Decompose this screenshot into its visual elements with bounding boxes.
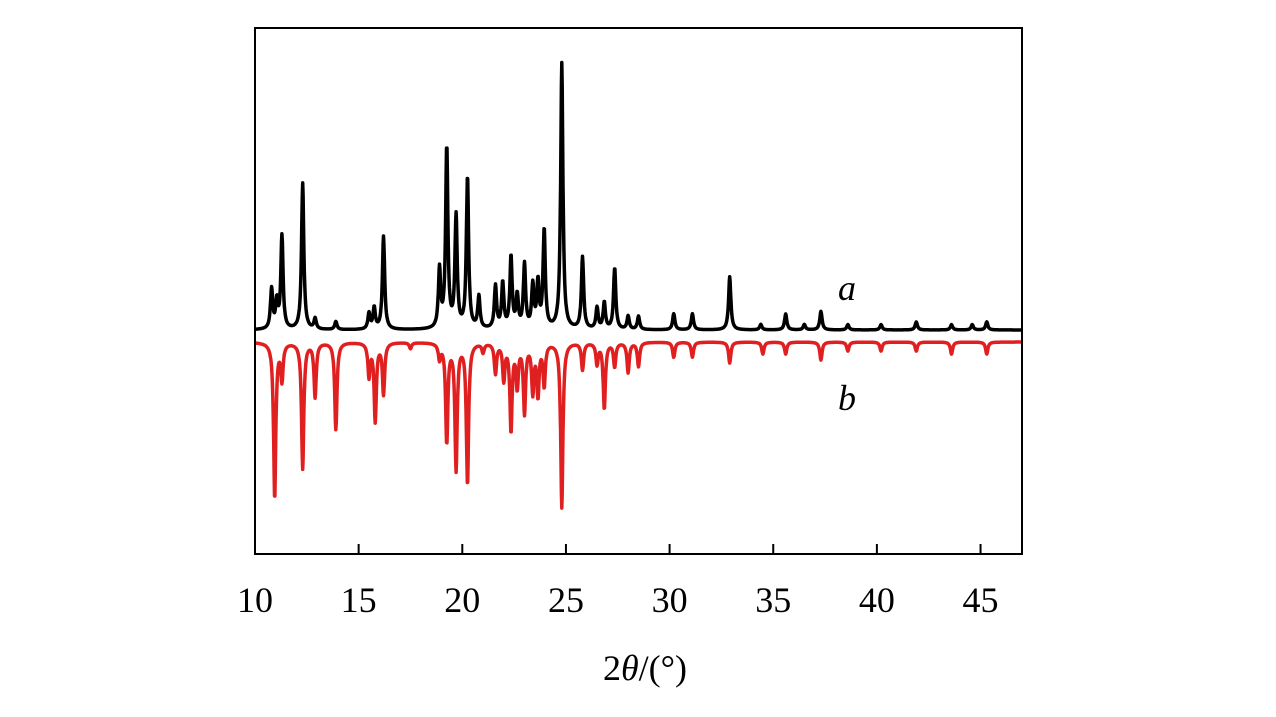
x-tick-label: 35 [755,580,791,620]
x-tick-label: 25 [548,580,584,620]
x-axis-title: 2θ/(°) [603,648,687,688]
x-axis-title-prefix: 2 [603,648,621,688]
x-axis-tick-labels: 10 15 20 25 30 35 40 45 [237,580,999,620]
x-tick-label: 40 [859,580,895,620]
x-tick-label: 20 [444,580,480,620]
x-axis-title-suffix: /(°) [639,648,687,688]
x-tick-label: 15 [341,580,377,620]
plot-curves [253,60,1024,510]
series-line-a [253,60,1024,332]
x-axis-title-theta: θ [621,648,639,688]
x-tick-label: 10 [237,580,273,620]
x-tick-label: 30 [652,580,688,620]
series-line-b [253,340,1024,510]
series-label-a: a [838,268,856,308]
x-tick-label: 45 [963,580,999,620]
plot-frame [254,27,1023,555]
series-label-b: b [838,378,856,418]
x-axis-ticks [254,544,982,554]
